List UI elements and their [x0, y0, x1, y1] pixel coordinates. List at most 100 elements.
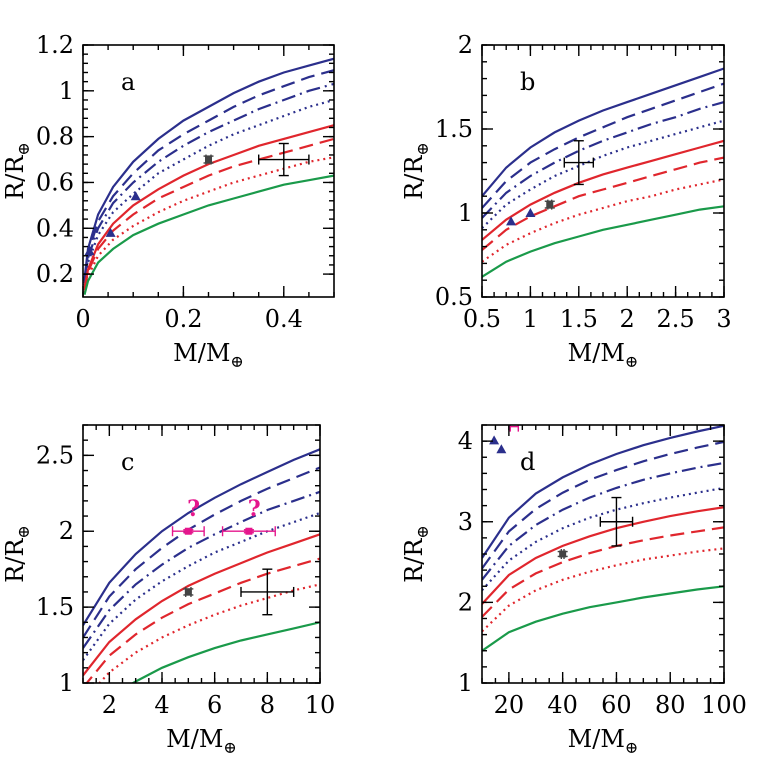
x-tick-label: 1: [523, 305, 538, 333]
triangle-marker: [105, 227, 116, 237]
curves: [482, 67, 724, 278]
y-tick-label: 1: [458, 669, 473, 697]
x-axis-label: M/M⊕: [166, 725, 237, 757]
series-line-solid: [83, 57, 334, 279]
square-marker: [184, 527, 192, 535]
y-tick-label: 0.5: [435, 283, 473, 311]
triangle-marker: [84, 246, 95, 256]
x-tick-label: 0.2: [164, 305, 202, 333]
series-line-dashed: [482, 526, 724, 618]
series-line-solid: [83, 174, 334, 295]
x-axis-label: M/M⊕: [173, 339, 244, 371]
triangle-marker: [506, 216, 517, 226]
x-tick-label: 2: [102, 691, 117, 719]
series-line-solid: [482, 205, 724, 278]
triangle-marker: [496, 444, 507, 454]
x-axis-label: M/M⊕: [568, 339, 639, 371]
x-tick-label: 3: [716, 305, 731, 333]
tick-marks: [82, 44, 335, 297]
triangle-marker: [525, 208, 536, 217]
x-tick-label: 2.5: [657, 305, 695, 333]
x-tick-label: 100: [701, 691, 747, 719]
x-tick-label: 8: [260, 691, 275, 719]
x-tick-label: 1.5: [560, 305, 598, 333]
y-axis-label: R/R⊕: [1, 525, 33, 583]
y-axis-label: R/R⊕: [1, 142, 33, 200]
series-line-solid: [482, 425, 724, 559]
series-line-solid: [83, 533, 320, 677]
square-marker: [205, 156, 212, 164]
series-line-dashed: [83, 466, 320, 639]
question-mark-annotation: ?: [187, 496, 200, 522]
y-tick-label: 0.6: [36, 168, 74, 196]
panel-c: ? ? 2 4 6 8 10 1 1.5 2 2.5 c M/M⊕ R/R⊕: [1, 424, 336, 757]
y-tick-label: 1.5: [435, 115, 473, 143]
series-line-solid: [83, 124, 334, 289]
series-line-solid: [130, 621, 320, 683]
series-line-dashed: [482, 440, 724, 570]
series-line-dotted: [482, 486, 724, 592]
square-marker: [559, 550, 567, 558]
panel-a: 0 0.2 0.40.20.40.60.811.2aM/M⊕R/R⊕: [1, 31, 335, 371]
series-line-solid: [482, 506, 724, 605]
y-tick-label: 1: [59, 77, 74, 105]
tick-marks: [481, 44, 725, 298]
x-tick-label: 40: [547, 691, 578, 719]
series-line-dashdot: [482, 461, 724, 581]
x-tick-label: 4: [154, 691, 169, 719]
y-tick-label: 0.4: [36, 214, 74, 242]
series-line-dashed: [482, 82, 724, 209]
series-line-solid: [482, 67, 724, 197]
series-line-dashed: [83, 69, 334, 282]
series-line-dotted: [83, 511, 320, 661]
square-marker: [546, 201, 554, 209]
series-line-dotted: [98, 583, 320, 683]
x-tick-label: 20: [494, 691, 525, 719]
series-line-dotted: [482, 178, 724, 263]
series-line-dashdot: [482, 101, 724, 219]
panel-letter: d: [520, 448, 535, 476]
tick-marks: [481, 424, 725, 684]
x-tick-label: 0.5: [463, 305, 501, 333]
y-axis-label: R/R⊕: [400, 525, 432, 583]
panel-b: 0.5 1 1.5 2 2.5 3 0.5 1 1.5 2 b M/M⊕ R/R⊕: [400, 31, 732, 371]
x-tick-label: 10: [305, 691, 336, 719]
square-marker: [184, 588, 192, 596]
y-tick-label: 4: [458, 427, 473, 455]
plot-frame: [481, 424, 725, 684]
y-tick-label: 2: [458, 31, 473, 59]
question-mark-annotation: ?: [248, 496, 261, 522]
curves: [83, 448, 320, 683]
series-line-dashed: [85, 557, 320, 683]
y-tick-label: 1: [59, 669, 74, 697]
y-axis-label: R/R⊕: [400, 142, 432, 200]
series-line-solid: [83, 448, 320, 626]
triangle-marker: [489, 435, 500, 445]
y-tick-label: 0.2: [36, 260, 74, 288]
panel-letter: b: [520, 68, 535, 96]
x-tick-label: 0: [75, 305, 90, 333]
y-tick-label: 1.2: [36, 31, 74, 59]
square-marker: [245, 527, 253, 535]
y-tick-label: 1.5: [36, 593, 74, 621]
y-tick-label: 1: [458, 199, 473, 227]
panel-letter: c: [121, 448, 134, 476]
y-tick-label: 0.8: [36, 123, 74, 151]
series-line-dashdot: [83, 490, 320, 649]
series-line-dashed: [482, 156, 724, 251]
x-tick-label: 0.4: [265, 305, 303, 333]
y-tick-label: 3: [458, 508, 473, 536]
series-line-dotted: [482, 547, 724, 633]
series-line-solid: [482, 585, 724, 652]
x-tick-label: 6: [207, 691, 222, 719]
series-line-dashdot: [83, 82, 334, 284]
curves: [482, 425, 724, 652]
y-tick-label: 2: [59, 517, 74, 545]
series-line-dotted: [83, 98, 334, 286]
y-tick-label: 2.5: [36, 441, 74, 469]
triangle-marker: [130, 191, 141, 201]
x-axis-label: M/M⊕: [568, 725, 639, 757]
x-tick-label: 2: [620, 305, 635, 333]
panel-letter: a: [121, 68, 135, 96]
